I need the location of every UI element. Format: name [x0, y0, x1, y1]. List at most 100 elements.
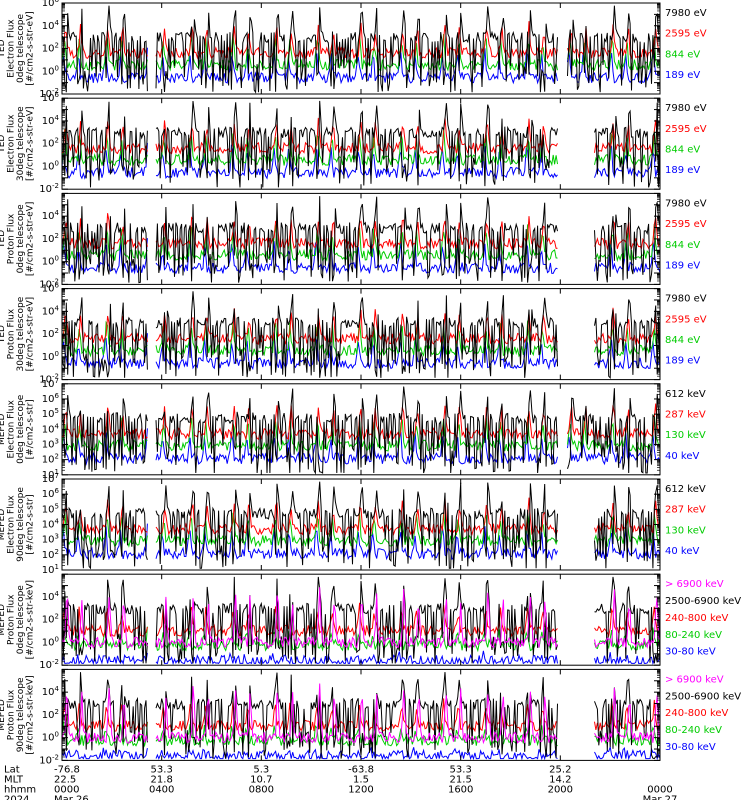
y-tick-label: 103 — [42, 533, 59, 546]
x-tick-lat: -63.8 — [348, 764, 374, 775]
y-tick-label: 107 — [42, 377, 59, 390]
legend-entry: 844 eV — [665, 240, 700, 251]
legend-entry: 189 eV — [665, 260, 700, 271]
x-tick-mlt: 14.2 — [549, 774, 571, 785]
panel-3-traces — [62, 196, 660, 284]
ylabel-line: [#/cm2-s-str-keV] — [26, 675, 36, 754]
x-row-label: Lat — [4, 764, 20, 775]
x-tick-hhmm: 1200 — [348, 784, 373, 795]
series-612-kev — [62, 386, 660, 475]
x-tick-hhmm: 0800 — [249, 784, 274, 795]
x-tick-hhmm: 1600 — [448, 784, 473, 795]
ylabel-line: 0deg telescope — [16, 14, 26, 84]
y-tick-label: 104 — [42, 114, 60, 127]
y-tick-label: 102 — [42, 453, 59, 466]
series-7980-ev — [62, 5, 660, 94]
ylabel-line: TED — [0, 230, 7, 249]
series-30-80-kev — [62, 746, 660, 761]
ylabel-line: MEPED — [0, 509, 7, 541]
y-tick-label: 100 — [42, 350, 59, 363]
legend-entry: 7980 eV — [665, 198, 707, 209]
y-tick-label: 10-2 — [39, 753, 59, 766]
x-row-label: hhmm — [4, 784, 36, 795]
legend-entry: 2595 eV — [665, 314, 707, 325]
x-tick-mlt: 10.7 — [250, 774, 272, 785]
y-tick-label: 104 — [42, 422, 60, 435]
ylabel-line: MEPED — [0, 604, 7, 636]
ylabel-line: Proton Flux — [7, 689, 17, 740]
y-tick-label: 106 — [42, 0, 60, 9]
ylabel-line: Proton Flux — [7, 213, 17, 264]
legend-entry: 7980 eV — [665, 103, 707, 114]
legend-entry: 40 keV — [665, 451, 699, 462]
ylabel-line: 90deg telescope — [16, 487, 26, 562]
ylabel-line: 0deg telescope — [16, 204, 26, 274]
y-tick-label: 100 — [42, 255, 59, 268]
panel-6-traces — [62, 481, 660, 570]
legend-entry: 189 eV — [665, 70, 700, 81]
legend-entry: 612 keV — [665, 389, 706, 400]
ylabel-line: TED — [0, 39, 7, 58]
legend-entry: > 6900 keV — [665, 674, 724, 685]
x-tick-lat: 53.3 — [450, 764, 472, 775]
panel-5-traces — [62, 386, 660, 475]
legend-entry: 189 eV — [665, 165, 700, 176]
series-80-240-kev — [62, 626, 660, 653]
panel-2: 10-2 100 102 104 106 TED Electron Flux 30deg te… — [0, 91, 707, 195]
legend-entry: 130 keV — [665, 525, 706, 536]
panel-2-ylabel: TED Electron Flux 30deg telescope [#/cm2-s-… — [0, 106, 36, 181]
legend-entry: 80-240 keV — [665, 725, 722, 736]
y-tick-label: 100 — [42, 64, 59, 77]
x-tick-hhmm: 2000 — [548, 784, 573, 795]
panel-6-ylabel: MEPED Electron Flux 90deg telescope [#/cm2-… — [0, 487, 36, 562]
x-tick-mlt: 21.8 — [151, 774, 173, 785]
ylabel-line: Electron Flux — [7, 114, 17, 173]
x-tick-hhmm: 0000 — [647, 784, 672, 795]
y-tick-label: 102 — [42, 232, 59, 245]
y-tick-label: 106 — [42, 282, 60, 295]
y-tick-label: 100 — [42, 635, 59, 648]
legend-entry: 130 keV — [665, 430, 706, 441]
series-612-kev — [62, 481, 660, 570]
x-tick-mlt: 21.5 — [450, 774, 472, 785]
panel-3-ylabel: TED Proton Flux 0deg telescope [#/cm2-s-str… — [0, 202, 36, 277]
panel-2-traces — [62, 100, 660, 188]
series-844-ev — [62, 319, 660, 358]
legend-entry: 2500-6900 keV — [665, 691, 741, 702]
y-tick-label: 104 — [42, 590, 60, 603]
y-tick-label: 100 — [42, 159, 59, 172]
panel-4-traces — [62, 291, 660, 380]
x-tick-hhmm: 0400 — [149, 784, 174, 795]
y-tick-label: 105 — [42, 407, 59, 420]
y-tick-label: 102 — [42, 42, 59, 55]
legend-entry: 844 eV — [665, 145, 700, 156]
series-844-ev — [62, 127, 660, 167]
y-tick-label: 104 — [42, 209, 60, 222]
series-2500-6900-kev — [62, 672, 660, 760]
y-tick-label: 10-2 — [39, 87, 59, 100]
legend-entry: 287 keV — [665, 505, 706, 516]
legend-entry: 844 eV — [665, 335, 700, 346]
ylabel-line: Proton Flux — [7, 594, 17, 645]
y-tick-label: 105 — [42, 502, 59, 515]
panel-8-traces — [62, 672, 660, 761]
series-7980-ev — [62, 291, 660, 380]
ylabel-line: [#/cm2-s-str-eV] — [26, 106, 36, 181]
y-tick-label: 10-2 — [39, 277, 59, 290]
legend-entry: 80-240 keV — [665, 630, 722, 641]
y-tick-label: 101 — [42, 468, 59, 481]
panel-4-ylabel: TED Proton Flux 30deg telescope [#/cm2-s-st… — [0, 296, 36, 371]
y-tick-label: 106 — [42, 392, 60, 405]
y-tick-label: 104 — [42, 518, 60, 531]
x-tick-lat: 25.2 — [549, 764, 571, 775]
legend-entry: 189 eV — [665, 356, 700, 367]
legend-entry: > 6900 keV — [665, 579, 724, 590]
legend-entry: 2595 eV — [665, 124, 707, 135]
y-tick-label: 100 — [42, 731, 59, 744]
x-row-label: MLT — [4, 774, 24, 785]
panel-7: 10-2 100 102 104 MEPED Proton Flux 0deg telesc… — [0, 573, 741, 671]
panel-1-traces — [62, 5, 660, 94]
panel-6: 101 102 103 104 105 106 107 MEPED Electron Flux 9… — [0, 472, 706, 576]
y-tick-label: 101 — [42, 563, 59, 576]
x-tick-date: Mar 26 — [54, 794, 89, 800]
